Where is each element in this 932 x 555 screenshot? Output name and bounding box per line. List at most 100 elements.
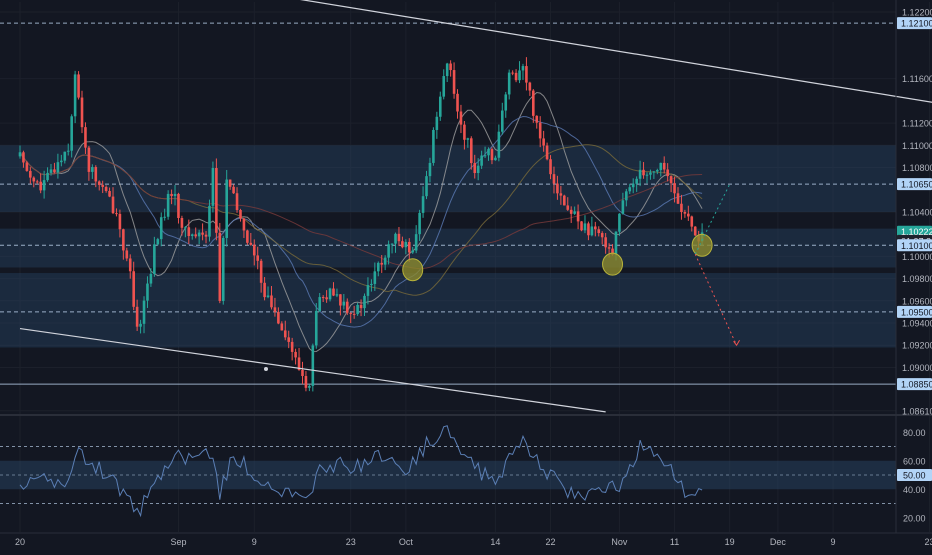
candle-body — [469, 138, 473, 164]
candle-body — [631, 183, 635, 188]
candle-body — [232, 186, 235, 194]
time-tick-label: 19 — [725, 537, 735, 547]
candle-body — [318, 297, 322, 311]
candle-body — [187, 227, 191, 237]
candle-body — [80, 97, 84, 128]
price-tick-label: 1.09000 — [902, 363, 932, 373]
candle-body — [401, 241, 404, 248]
candle-body — [139, 323, 142, 327]
candle-body — [552, 174, 556, 184]
candle-body — [549, 159, 552, 175]
candle-body — [514, 72, 518, 81]
trendline[interactable] — [275, 0, 932, 118]
candle-body — [197, 232, 201, 237]
candle-body — [308, 385, 311, 388]
candle-body — [407, 241, 411, 253]
candle-body — [614, 231, 618, 255]
candle-body — [580, 221, 583, 231]
candle-body — [66, 150, 70, 152]
candle-body — [280, 323, 284, 331]
price-badge[interactable] — [897, 178, 932, 191]
candle-body — [194, 234, 197, 237]
candle-body — [480, 155, 483, 166]
candle-body — [442, 76, 446, 97]
candle-body — [376, 262, 380, 272]
candle-body — [125, 250, 129, 259]
projection-up-line[interactable] — [694, 183, 731, 255]
price-tick-label: 1.10800 — [902, 163, 932, 173]
price-badge-label: 1.10650 — [901, 180, 932, 190]
candle-body — [611, 248, 614, 255]
candle-body — [507, 72, 511, 95]
candle-body — [693, 226, 697, 236]
oscillator-pane — [0, 425, 896, 518]
candle-body — [166, 193, 170, 217]
candle-body — [29, 170, 32, 178]
candle-body — [597, 229, 601, 234]
candle-body — [321, 297, 325, 299]
candle-body — [497, 131, 501, 158]
candle-body — [449, 63, 452, 71]
candle-body — [342, 301, 346, 306]
candle-body — [566, 205, 570, 210]
candle-body — [638, 169, 642, 179]
moving-average-line — [19, 152, 703, 270]
oscillator-badge-label: 50.00 — [903, 471, 926, 481]
oscillator-tick-label: 40.00 — [903, 485, 926, 495]
candle-body — [170, 193, 173, 197]
price-badge[interactable] — [897, 378, 932, 391]
candle-body — [459, 111, 463, 125]
candle-body — [373, 271, 377, 284]
candle-body — [466, 138, 470, 140]
price-badge[interactable] — [897, 17, 932, 30]
candle-body — [370, 283, 373, 286]
price-tick-label: 1.08610 — [902, 406, 932, 416]
candle-body — [669, 176, 673, 184]
candle-body — [204, 234, 208, 237]
time-tick-label: 22 — [546, 537, 556, 547]
candle-body — [270, 295, 273, 308]
candle-body — [97, 181, 101, 185]
projection-down-line[interactable] — [694, 253, 738, 346]
candle-body — [438, 96, 442, 117]
candle-body — [249, 242, 253, 245]
candle-body — [676, 193, 680, 204]
candle-body — [190, 234, 194, 237]
candle-body — [456, 93, 459, 112]
candle-body — [53, 169, 56, 173]
drawings[interactable] — [19, 0, 932, 413]
candle-body — [607, 247, 611, 249]
candle-body — [159, 217, 163, 240]
price-badge[interactable] — [897, 239, 932, 252]
candle-body — [604, 237, 607, 248]
price-tick-label: 1.09800 — [902, 274, 932, 284]
candle-body — [87, 147, 91, 172]
candle-body — [628, 187, 632, 192]
price-badge[interactable] — [897, 305, 932, 318]
marked-low-circle[interactable] — [691, 233, 713, 257]
price-badge[interactable] — [897, 225, 932, 238]
moving-average-line — [19, 115, 703, 328]
price-badge-label: 1.10222 — [901, 227, 932, 237]
candle-body — [32, 177, 36, 182]
marked-low-circle[interactable] — [602, 252, 624, 276]
candle-body — [339, 294, 342, 306]
oscillator-badge[interactable] — [897, 469, 932, 481]
candle-body — [621, 200, 625, 214]
projection-arrowhead — [733, 339, 740, 347]
candle-body — [625, 191, 628, 201]
candle-body — [215, 168, 218, 233]
candle-body — [252, 244, 256, 256]
time-tick-label: 9 — [831, 537, 836, 547]
trendline[interactable] — [19, 327, 606, 413]
candle-body — [18, 152, 22, 157]
candle-body — [576, 211, 580, 222]
candle-body — [259, 260, 263, 283]
price-tick-label: 1.09600 — [902, 296, 932, 306]
marked-low-circle[interactable] — [402, 258, 424, 282]
candle-body — [473, 163, 477, 174]
